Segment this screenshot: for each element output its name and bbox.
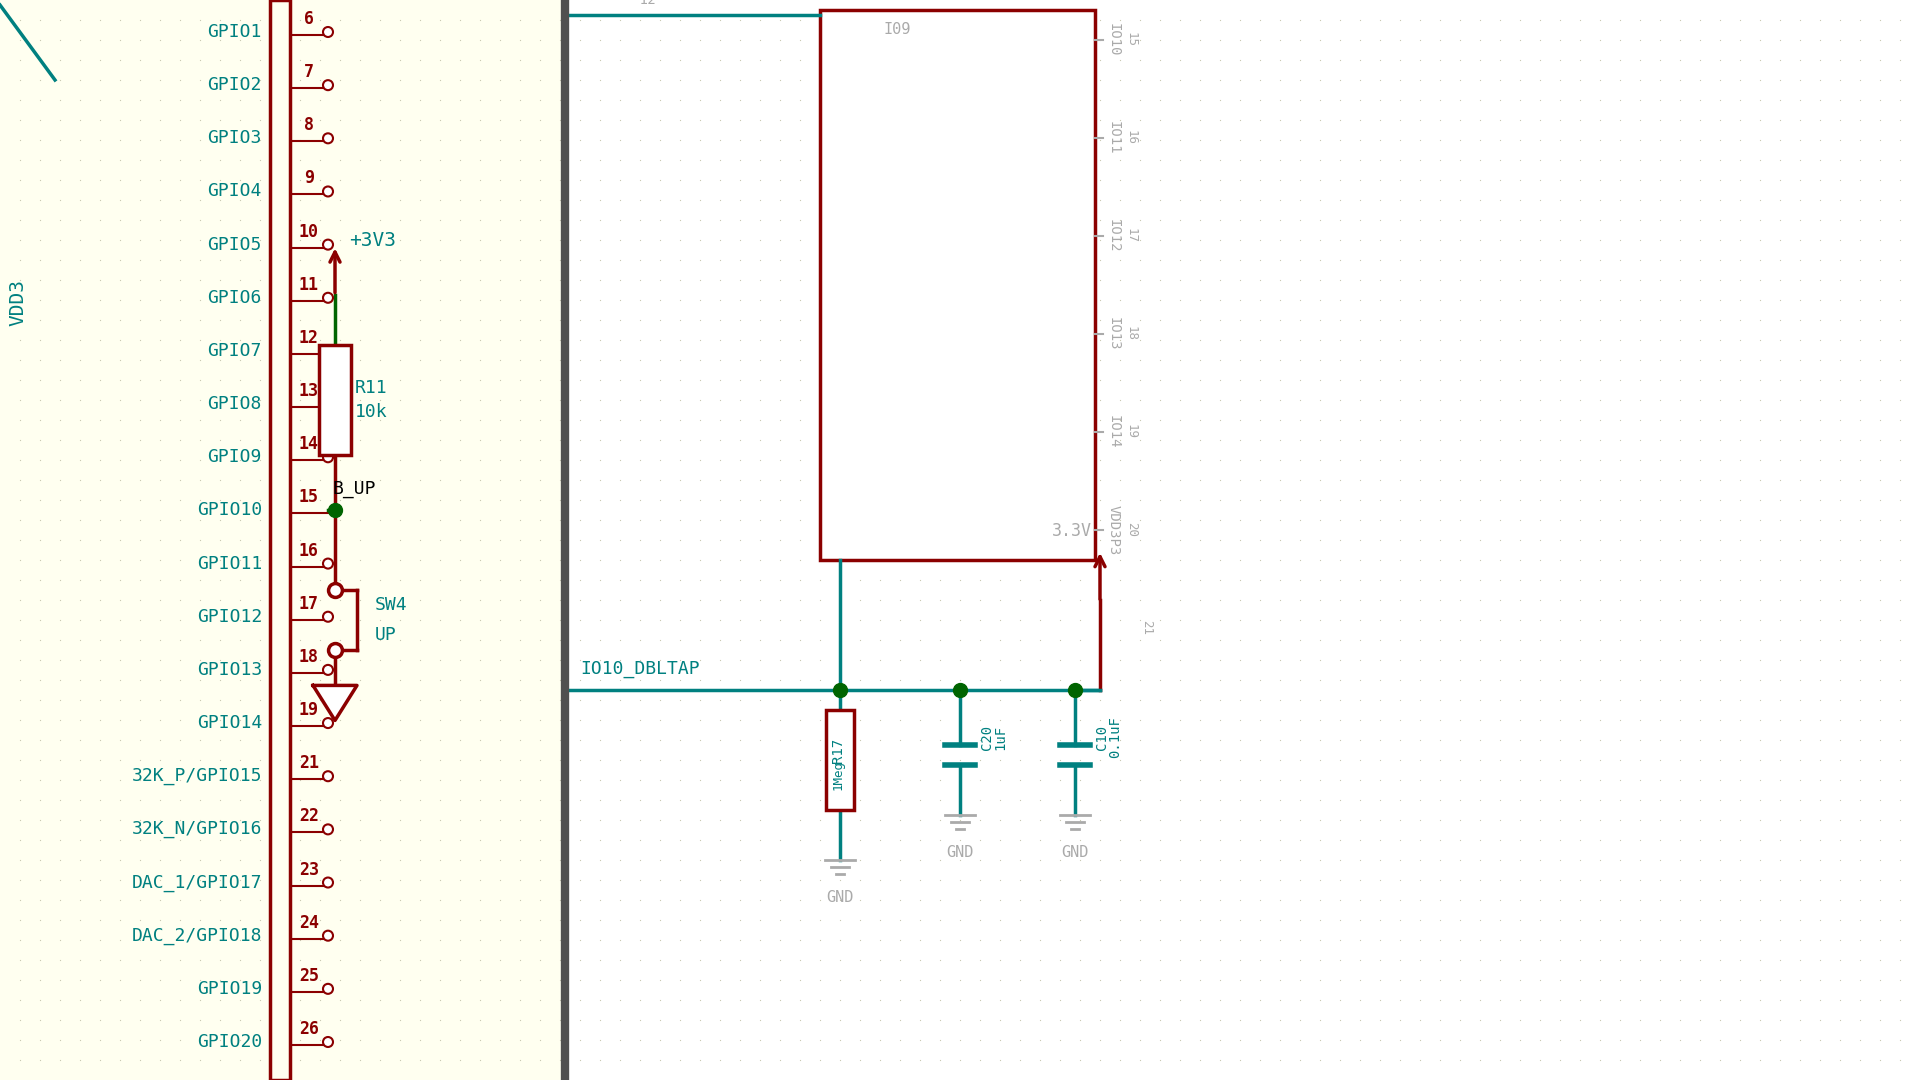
Text: B_UP: B_UP bbox=[332, 481, 376, 499]
Circle shape bbox=[323, 878, 332, 888]
Text: R11: R11 bbox=[355, 379, 388, 397]
Text: 10: 10 bbox=[300, 222, 319, 241]
Text: 21: 21 bbox=[300, 754, 319, 772]
Text: +3V3: +3V3 bbox=[349, 231, 396, 249]
Text: 18: 18 bbox=[1125, 326, 1139, 341]
Text: 22: 22 bbox=[300, 808, 319, 825]
Text: UP: UP bbox=[374, 626, 397, 645]
Circle shape bbox=[323, 240, 332, 249]
Text: 15: 15 bbox=[300, 488, 319, 507]
Text: GPIO5: GPIO5 bbox=[207, 235, 261, 254]
Text: IO10_DBLTAP: IO10_DBLTAP bbox=[580, 660, 699, 678]
Text: 21: 21 bbox=[1140, 621, 1154, 635]
Text: 10k: 10k bbox=[355, 404, 388, 421]
Circle shape bbox=[323, 824, 332, 835]
Circle shape bbox=[323, 187, 332, 197]
Text: 16: 16 bbox=[1125, 131, 1139, 146]
Circle shape bbox=[323, 133, 332, 144]
Text: 20: 20 bbox=[1125, 523, 1139, 538]
Text: SW4: SW4 bbox=[374, 596, 407, 615]
Text: 1Meg: 1Meg bbox=[831, 760, 845, 789]
Text: 13: 13 bbox=[300, 382, 319, 400]
Text: 8: 8 bbox=[303, 117, 315, 134]
Text: 6: 6 bbox=[303, 10, 315, 28]
Text: GPIO19: GPIO19 bbox=[196, 980, 261, 998]
Text: 24: 24 bbox=[300, 914, 319, 932]
Text: 18: 18 bbox=[300, 648, 319, 666]
Circle shape bbox=[323, 931, 332, 941]
Bar bbox=[564, 0, 1920, 1080]
Text: GPIO8: GPIO8 bbox=[207, 395, 261, 414]
Text: 17: 17 bbox=[1125, 229, 1139, 243]
Text: GPIO4: GPIO4 bbox=[207, 183, 261, 201]
Circle shape bbox=[323, 346, 332, 356]
Text: DAC_2/GPIO18: DAC_2/GPIO18 bbox=[131, 927, 261, 945]
Text: 7: 7 bbox=[303, 63, 315, 81]
Bar bbox=[826, 710, 854, 810]
Text: 19: 19 bbox=[1125, 424, 1139, 440]
Text: 16: 16 bbox=[300, 541, 319, 559]
Text: GPIO1: GPIO1 bbox=[207, 23, 261, 41]
Text: IO10: IO10 bbox=[1108, 24, 1121, 57]
Text: GND: GND bbox=[947, 845, 973, 860]
Text: 3.3V: 3.3V bbox=[1052, 522, 1092, 540]
Circle shape bbox=[323, 400, 332, 409]
Text: GND: GND bbox=[826, 890, 854, 905]
Circle shape bbox=[323, 611, 332, 622]
Text: R17: R17 bbox=[831, 738, 845, 762]
Text: 9: 9 bbox=[303, 170, 315, 188]
Text: 25: 25 bbox=[300, 967, 319, 985]
Bar bbox=[319, 346, 351, 456]
Text: GPIO6: GPIO6 bbox=[207, 288, 261, 307]
Text: GND: GND bbox=[1062, 845, 1089, 860]
Text: GPIO3: GPIO3 bbox=[207, 130, 261, 147]
Text: 1uF: 1uF bbox=[993, 725, 1006, 750]
Text: I09: I09 bbox=[883, 23, 912, 38]
Text: 14: 14 bbox=[300, 435, 319, 454]
Text: C10: C10 bbox=[1094, 725, 1110, 750]
Circle shape bbox=[323, 1037, 332, 1047]
Text: 17: 17 bbox=[300, 595, 319, 612]
Text: GPIO14: GPIO14 bbox=[196, 714, 261, 732]
Bar bbox=[271, 0, 290, 1080]
Text: GPIO11: GPIO11 bbox=[196, 554, 261, 572]
Text: 26: 26 bbox=[300, 1020, 319, 1038]
Text: VDD3: VDD3 bbox=[8, 279, 27, 326]
Circle shape bbox=[323, 984, 332, 994]
Polygon shape bbox=[313, 686, 357, 720]
Text: 23: 23 bbox=[300, 861, 319, 878]
Text: IO14: IO14 bbox=[1108, 415, 1121, 449]
Text: 11: 11 bbox=[300, 275, 319, 294]
Text: 32K_N/GPIO16: 32K_N/GPIO16 bbox=[131, 821, 261, 838]
Text: GPIO10: GPIO10 bbox=[196, 501, 261, 519]
Text: IO11: IO11 bbox=[1108, 121, 1121, 154]
Circle shape bbox=[323, 665, 332, 675]
Text: GPIO7: GPIO7 bbox=[207, 342, 261, 360]
Text: GPIO20: GPIO20 bbox=[196, 1032, 261, 1051]
Text: DAC_1/GPIO17: DAC_1/GPIO17 bbox=[131, 874, 261, 891]
Circle shape bbox=[323, 558, 332, 568]
Text: IO13: IO13 bbox=[1108, 318, 1121, 351]
Circle shape bbox=[323, 293, 332, 302]
Text: GPIO13: GPIO13 bbox=[196, 661, 261, 679]
Text: GPIO12: GPIO12 bbox=[196, 608, 261, 625]
Circle shape bbox=[323, 80, 332, 90]
Text: 19: 19 bbox=[300, 701, 319, 719]
Text: I2: I2 bbox=[639, 0, 657, 6]
Bar bbox=[820, 10, 1094, 561]
Text: C20: C20 bbox=[979, 725, 995, 750]
Text: 0.1uF: 0.1uF bbox=[1108, 716, 1121, 758]
Text: GPIO9: GPIO9 bbox=[207, 448, 261, 467]
Circle shape bbox=[323, 453, 332, 462]
Text: VDD3P3: VDD3P3 bbox=[1108, 504, 1121, 555]
Text: 15: 15 bbox=[1125, 32, 1139, 48]
Circle shape bbox=[323, 771, 332, 781]
Circle shape bbox=[323, 27, 332, 37]
Text: 32K_P/GPIO15: 32K_P/GPIO15 bbox=[131, 767, 261, 785]
Text: GPIO2: GPIO2 bbox=[207, 77, 261, 94]
Text: IO12: IO12 bbox=[1108, 219, 1121, 253]
Bar bbox=[0, 0, 564, 1080]
Circle shape bbox=[323, 718, 332, 728]
Text: 12: 12 bbox=[300, 329, 319, 347]
